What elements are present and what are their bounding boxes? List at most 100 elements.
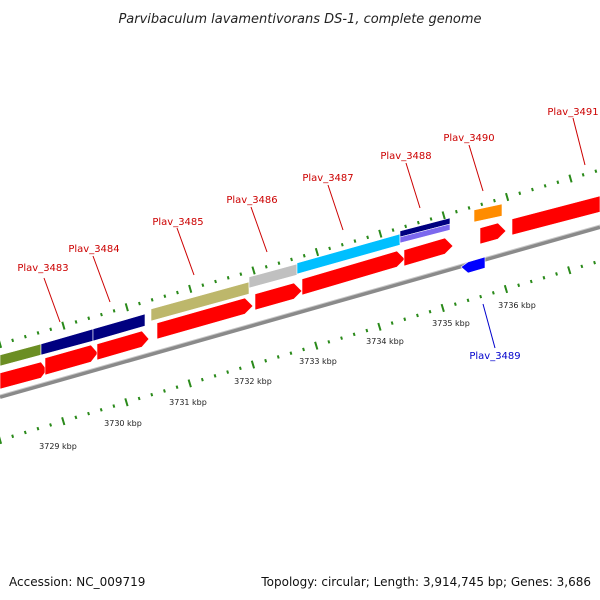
gene-label-plav-3484[interactable]: Plav_3484 [68,244,119,255]
gene-label-plav-3487[interactable]: Plav_3487 [302,173,353,184]
ruler-tick [466,298,470,303]
ruler-tick [74,415,78,420]
cds-arrow [479,222,507,245]
outer-tick-track [0,169,598,349]
scale-label: 3729 kbp [39,442,77,451]
ruler-tick [505,192,510,202]
ruler-tick [49,327,53,332]
reverse-cds-arrow [460,256,486,274]
ruler-tick [327,340,331,344]
ruler-tick [480,202,484,207]
cds-arrow [254,282,303,311]
scale-label: 3736 kbp [498,301,536,310]
ruler-tick [302,253,306,258]
scale-label: 3735 kbp [432,319,470,328]
ruler-tick [277,261,281,265]
category-track [0,203,503,367]
gene-label-plav-3486[interactable]: Plav_3486 [226,195,277,206]
ruler-tick [150,392,154,397]
ruler-tick [555,272,558,276]
scale-label: 3731 kbp [169,398,207,407]
ruler-tick [23,430,27,435]
ruler-tick [61,321,66,330]
cds-arrow [156,297,254,340]
ruler-tick [340,242,344,247]
ruler-tick [0,340,3,349]
ruler-tick [238,366,242,371]
leader-line [572,117,586,166]
gene-label-plav-3491[interactable]: Plav_3491 [547,107,598,118]
cds-arrow [44,344,99,376]
ruler-tick [264,265,268,269]
gene-label-plav-3490[interactable]: Plav_3490 [443,133,494,144]
ruler-tick [593,260,596,265]
ruler-tick [276,355,280,359]
ruler-tick [542,275,546,280]
gene-label-plav-3483[interactable]: Plav_3483 [17,263,68,274]
leader-line [92,255,111,303]
ruler-tick [36,426,40,431]
cds-arrow [511,195,600,236]
ruler-tick [428,309,432,314]
genome-summary-text: Topology: circular; Length: 3,914,745 bp… [260,575,591,589]
ruler-tick [214,279,217,284]
ruler-tick [328,246,332,251]
ruler-tick [175,385,179,389]
ruler-tick [150,298,154,302]
gene-labels: Plav_3483 Plav_3484 Plav_3485 Plav_3486 … [17,107,598,362]
ruler-tick [453,302,457,306]
ruler-tick [467,206,471,210]
gene-label-plav-3489[interactable]: Plav_3489 [469,351,520,362]
ruler-tick [290,257,293,262]
ruler-tick [556,180,560,185]
gene-label-plav-3485[interactable]: Plav_3485 [152,217,203,228]
ruler-tick [378,229,383,238]
leader-line [43,277,61,323]
ruler-tick [568,174,573,183]
ruler-tick [213,374,217,378]
ruler-tick [138,301,141,306]
category-block-navy-2 [92,313,146,342]
accession-text: Accession: NC_009719 [9,575,145,589]
ruler-tick [594,169,598,173]
ruler-tick [416,220,420,225]
category-block-silver [248,263,298,289]
ruler-tick [124,303,129,312]
scale-labels: 3729 kbp 3730 kbp 3731 kbp 3732 kbp 3733… [39,301,536,451]
ruler-tick [529,279,533,284]
ruler-tick [250,360,256,369]
ruler-tick [403,317,407,322]
ruler-tick [74,320,78,324]
ruler-tick [163,294,167,298]
ruler-tick [366,235,370,240]
scale-label: 3732 kbp [234,377,272,386]
cds-arrow [403,237,454,267]
ruler-tick [440,303,445,313]
ruler-tick [11,434,15,439]
ruler-tick [163,389,166,393]
ruler-tick [429,217,433,221]
leader-line [327,184,344,231]
scale-label: 3734 kbp [366,337,404,346]
ruler-tick [377,322,382,331]
ruler-tick [264,358,268,363]
ruler-tick [11,338,15,343]
ruler-tick [441,211,446,220]
ruler-tick [226,276,230,280]
gene-label-plav-3488[interactable]: Plav_3488 [380,151,431,162]
ruler-tick [491,291,495,295]
ruler-tick [99,407,103,412]
ruler-tick [503,284,509,294]
ruler-tick [455,209,458,214]
category-block-slateblue [399,223,451,244]
cds-arrow [301,250,406,296]
ruler-tick [239,272,243,276]
ruler-tick [100,312,103,317]
cds-arrow [0,361,48,390]
inner-tick-track [0,260,596,445]
ruler-tick [226,370,230,374]
ruler-tick [352,332,356,337]
ruler-tick [87,411,90,416]
ruler-tick [112,404,116,408]
